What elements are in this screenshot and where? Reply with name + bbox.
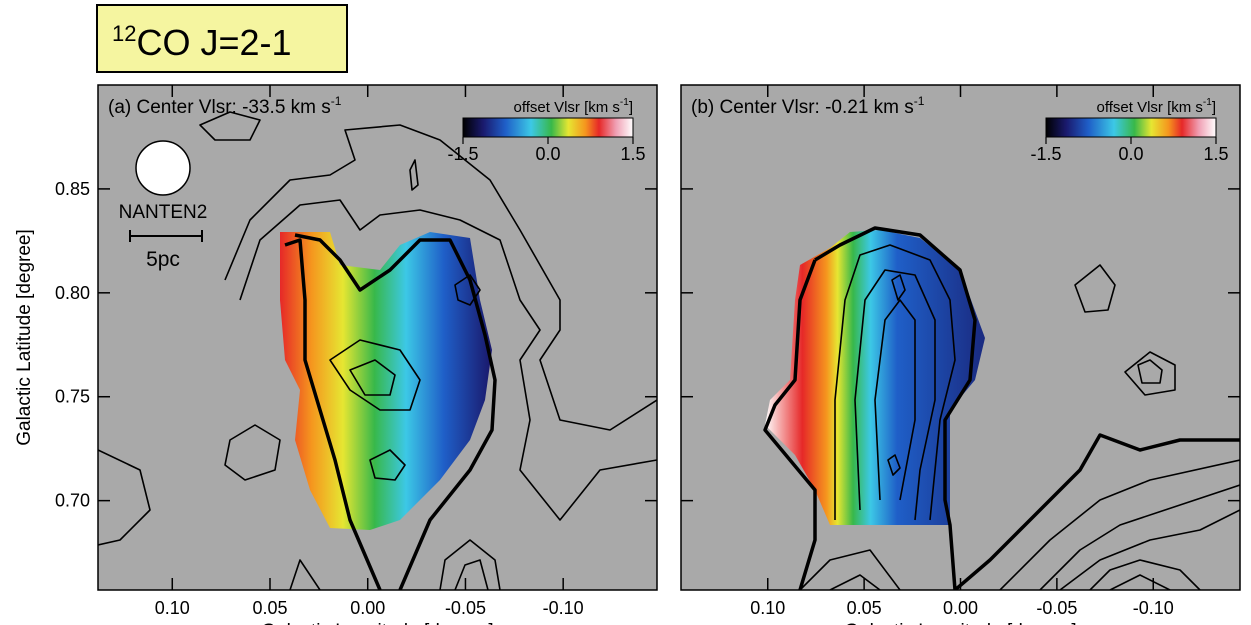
map-a xyxy=(98,85,657,590)
y-tick-label: 0.85 xyxy=(55,179,90,199)
panel-label: (a) Center Vlsr: -33.5 km s-1 xyxy=(108,94,342,118)
colorbar-label-superscript: -1 xyxy=(1203,97,1212,108)
colorbar-tick-label: -1.5 xyxy=(447,144,478,164)
x-tick-label: -0.10 xyxy=(543,598,584,618)
panel-label-superscript: -1 xyxy=(914,94,925,108)
title-superscript: 12 xyxy=(112,21,136,46)
x-tick-label: 0.00 xyxy=(350,598,385,618)
colorbar-label: offset Vlsr [km s-1] xyxy=(1097,97,1217,116)
y-tick-label: 0.80 xyxy=(55,283,90,303)
beam-label: NANTEN2 xyxy=(119,202,208,223)
colorbar xyxy=(462,117,634,138)
colorbar xyxy=(1045,117,1217,138)
colorbar-tick-label: 0.0 xyxy=(535,144,560,164)
x-tick-label: 0.10 xyxy=(750,598,785,618)
colorbar-tick-label: 1.5 xyxy=(1203,144,1228,164)
x-tick-label: 0.05 xyxy=(847,598,882,618)
colorbar-label-end: ] xyxy=(1212,99,1216,116)
x-tick-label: 0.05 xyxy=(252,598,287,618)
x-tick-label: -0.10 xyxy=(1133,598,1174,618)
x-axis-label: Galactic Longitude [degree] xyxy=(844,621,1076,625)
title-text: CO J=2-1 xyxy=(136,22,291,63)
y-tick-label: 0.75 xyxy=(55,387,90,407)
colorbar-label-end: ] xyxy=(629,99,633,116)
scale-label: 5pc xyxy=(146,248,180,271)
figure-title: 12CO J=2-1 xyxy=(112,21,292,63)
y-axis-label: Galactic Latitude [degree] xyxy=(14,229,35,446)
colorbar-label-text: offset Vlsr [km s xyxy=(514,99,620,116)
panel-label-superscript: -1 xyxy=(331,94,342,108)
panel-label-text: (b) Center Vlsr: -0.21 km s xyxy=(691,97,914,118)
x-tick-label: 0.00 xyxy=(943,598,978,618)
title-box xyxy=(96,4,348,73)
colorbar-label-text: offset Vlsr [km s xyxy=(1097,99,1203,116)
beam: NANTEN2 5pc xyxy=(119,140,208,271)
colorbar-tick-label: 0.0 xyxy=(1118,144,1143,164)
colorbar-tick-label: 1.5 xyxy=(620,144,645,164)
y-tick-label: 0.70 xyxy=(55,491,90,511)
panel-label: (b) Center Vlsr: -0.21 km s-1 xyxy=(691,94,925,118)
x-tick-label: -0.05 xyxy=(1036,598,1077,618)
colorbar-label: offset Vlsr [km s-1] xyxy=(514,97,634,116)
x-tick-label: 0.10 xyxy=(155,598,190,618)
colorbar-label-superscript: -1 xyxy=(620,97,629,108)
map-b xyxy=(681,85,1240,590)
colorbar-tick-label: -1.5 xyxy=(1030,144,1061,164)
panel-label-text: (a) Center Vlsr: -33.5 km s xyxy=(108,97,331,118)
x-tick-label: -0.05 xyxy=(445,598,486,618)
plot-frame xyxy=(97,84,658,591)
x-axis-label: Galactic Longitude [degree] xyxy=(261,621,493,625)
